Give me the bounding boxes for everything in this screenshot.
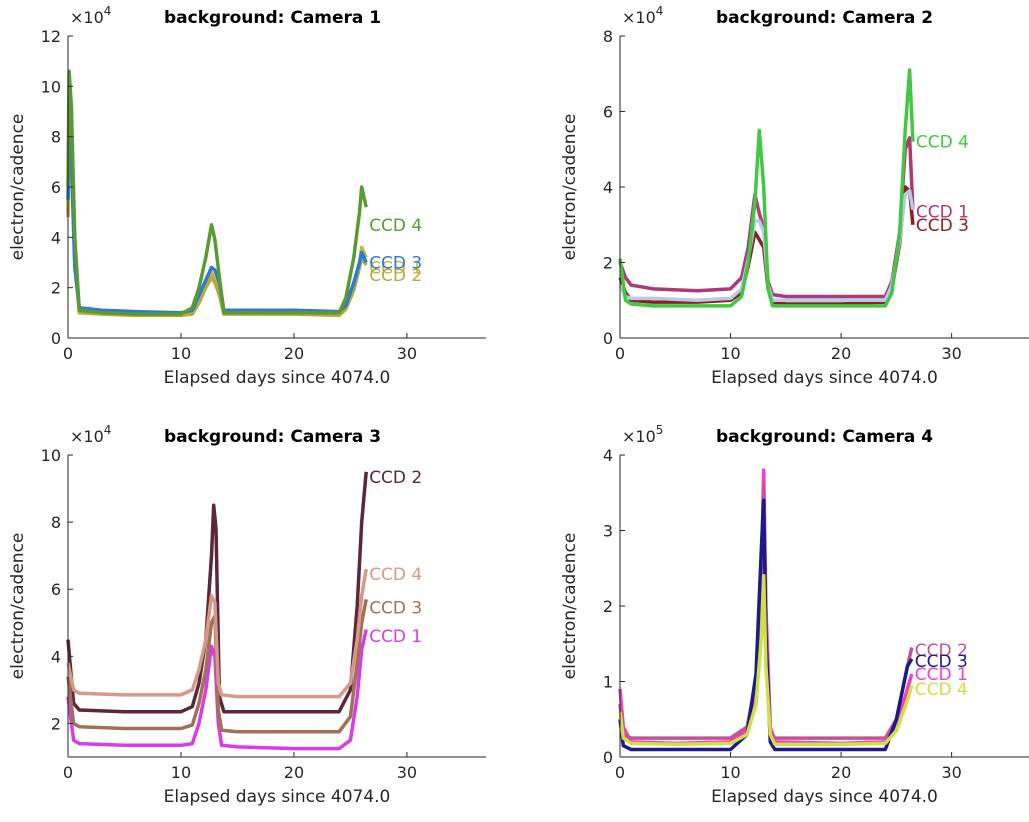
y-tick-label: 4 <box>51 647 61 666</box>
series-label: CCD 3 <box>916 216 969 236</box>
series-label: CCD 2 <box>369 266 422 286</box>
series-label: CCD 1 <box>369 259 422 279</box>
chart-title: background: Camera 4 <box>716 427 933 447</box>
y-tick-label: 2 <box>603 597 613 616</box>
y-tick-label: 10 <box>41 77 61 96</box>
y-exponent-base: ×10 <box>70 427 104 446</box>
y-tick-label: 4 <box>51 228 61 247</box>
x-tick-label: 30 <box>397 344 417 363</box>
y-tick-label: 0 <box>603 329 613 348</box>
x-tick-label: 10 <box>720 344 740 363</box>
x-axis-label: Elapsed days since 4074.0 <box>164 787 391 807</box>
x-tick-label: 10 <box>171 344 191 363</box>
series-line-ccd-4 <box>618 574 914 746</box>
x-axis-label: Elapsed days since 4074.0 <box>164 368 391 388</box>
y-tick-label: 8 <box>51 513 61 532</box>
chart-title: background: Camera 3 <box>164 427 381 447</box>
y-axis-label: electron/cadence <box>8 533 28 680</box>
series-line-ccd-4 <box>618 68 915 308</box>
series-label: CCD 4 <box>369 565 422 585</box>
series-label: CCD 1 <box>916 203 969 223</box>
y-exponent-base: ×10 <box>622 427 656 446</box>
x-axis-label: Elapsed days since 4074.0 <box>711 787 938 807</box>
series-label: CCD 2 <box>915 641 968 661</box>
y-exponent: ×105 <box>622 423 663 446</box>
y-tick-label: 1 <box>603 673 613 692</box>
series-line-ccd-2 <box>66 109 368 318</box>
x-tick-label: 10 <box>720 763 740 782</box>
y-tick-label: 8 <box>603 27 613 46</box>
x-tick-label: 10 <box>171 763 191 782</box>
y-exponent-power: 4 <box>104 4 112 18</box>
x-tick-label: 30 <box>941 344 961 363</box>
y-tick-label: 10 <box>41 446 61 465</box>
series-line-ccd-4 <box>66 69 368 316</box>
series-label: CCD 4 <box>369 216 422 236</box>
series-label: CCD 3 <box>369 254 422 274</box>
y-exponent: ×104 <box>70 423 111 446</box>
series-line-ccd-4 <box>66 568 368 699</box>
y-tick-label: 4 <box>603 178 613 197</box>
series-line-ccd-2 <box>618 483 914 740</box>
y-tick-label: 2 <box>603 254 613 273</box>
y-exponent-power: 4 <box>656 4 664 18</box>
y-axis-label: electron/cadence <box>560 114 580 261</box>
y-axis-label: electron/cadence <box>8 114 28 261</box>
x-tick-label: 0 <box>63 763 73 782</box>
series-label: CCD 4 <box>915 680 968 700</box>
series-label: CCD 1 <box>915 665 968 685</box>
y-axis-label: electron/cadence <box>560 533 580 680</box>
x-tick-label: 30 <box>397 763 417 782</box>
y-exponent-power: 4 <box>104 423 112 437</box>
x-axis-label: Elapsed days since 4074.0 <box>711 368 938 388</box>
series-label: CCD 3 <box>369 599 422 619</box>
y-tick-label: 4 <box>603 446 613 465</box>
y-tick-label: 2 <box>51 279 61 298</box>
y-tick-label: 12 <box>41 27 61 46</box>
y-tick-label: 6 <box>603 103 613 122</box>
chart-title: background: Camera 1 <box>164 8 381 28</box>
x-tick-label: 20 <box>284 344 304 363</box>
y-tick-label: 0 <box>51 329 61 348</box>
y-exponent: ×104 <box>622 4 663 27</box>
y-exponent-base: ×10 <box>622 8 656 27</box>
y-tick-label: 6 <box>51 178 61 197</box>
y-exponent-base: ×10 <box>70 8 104 27</box>
y-tick-label: 2 <box>51 714 61 733</box>
series-line-ccd-1 <box>66 97 368 318</box>
y-tick-label: 6 <box>51 580 61 599</box>
y-exponent: ×104 <box>70 4 111 27</box>
x-tick-label: 0 <box>615 344 625 363</box>
series-label: CCD 4 <box>916 133 969 153</box>
y-tick-label: 8 <box>51 128 61 147</box>
series-label: CCD 2 <box>369 468 422 488</box>
x-tick-label: 20 <box>831 763 851 782</box>
y-tick-label: 3 <box>603 522 613 541</box>
series-label: CCD 3 <box>915 652 968 672</box>
chart-title: background: Camera 2 <box>716 8 933 28</box>
x-tick-label: 20 <box>284 763 304 782</box>
y-exponent-power: 5 <box>656 423 664 437</box>
series-label: CCD 1 <box>369 627 422 647</box>
series-line-ccd-2 <box>66 471 368 714</box>
x-tick-label: 20 <box>831 344 851 363</box>
y-tick-label: 0 <box>603 748 613 767</box>
x-tick-label: 0 <box>615 763 625 782</box>
x-tick-label: 30 <box>941 763 961 782</box>
x-tick-label: 0 <box>63 344 73 363</box>
